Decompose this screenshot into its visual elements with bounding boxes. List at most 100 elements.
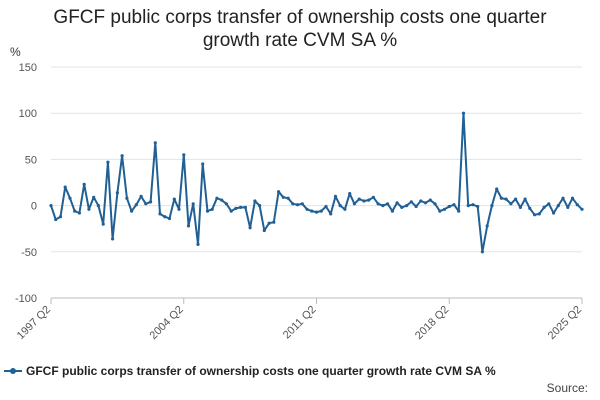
- data-point[interactable]: [523, 197, 527, 201]
- data-point[interactable]: [499, 196, 503, 200]
- data-point[interactable]: [352, 202, 356, 206]
- data-point[interactable]: [314, 210, 319, 214]
- data-point[interactable]: [414, 204, 418, 209]
- legend[interactable]: GFCF public corps transfer of ownership …: [4, 364, 496, 378]
- data-point[interactable]: [153, 141, 157, 145]
- data-point[interactable]: [220, 198, 224, 202]
- data-point[interactable]: [533, 213, 537, 217]
- data-point[interactable]: [210, 207, 214, 211]
- data-point[interactable]: [167, 216, 172, 221]
- data-point[interactable]: [158, 212, 162, 216]
- data-point[interactable]: [186, 224, 191, 228]
- data-point[interactable]: [49, 204, 53, 208]
- data-point[interactable]: [580, 207, 584, 211]
- data-point[interactable]: [343, 207, 347, 211]
- data-point[interactable]: [329, 212, 333, 216]
- data-point[interactable]: [357, 197, 361, 201]
- data-point[interactable]: [106, 160, 110, 164]
- data-point[interactable]: [262, 228, 266, 233]
- data-point[interactable]: [333, 194, 338, 198]
- data-point[interactable]: [561, 196, 565, 200]
- data-point[interactable]: [310, 209, 314, 213]
- data-point[interactable]: [295, 203, 300, 207]
- data-point[interactable]: [243, 205, 247, 209]
- data-point[interactable]: [542, 205, 546, 209]
- data-point[interactable]: [196, 242, 200, 246]
- data-point[interactable]: [58, 215, 63, 219]
- data-point[interactable]: [77, 211, 81, 215]
- data-point[interactable]: [528, 206, 532, 210]
- data-point[interactable]: [248, 226, 252, 230]
- data-point[interactable]: [272, 220, 276, 224]
- data-point[interactable]: [390, 209, 394, 213]
- data-point[interactable]: [405, 204, 409, 208]
- data-point[interactable]: [267, 221, 271, 225]
- data-point[interactable]: [92, 195, 96, 199]
- data-point[interactable]: [433, 202, 437, 206]
- data-point[interactable]: [115, 191, 119, 195]
- data-point[interactable]: [205, 209, 210, 213]
- data-point[interactable]: [485, 224, 489, 228]
- data-point[interactable]: [291, 202, 295, 206]
- data-point[interactable]: [362, 199, 366, 203]
- data-point[interactable]: [144, 202, 148, 206]
- data-point[interactable]: [442, 207, 447, 211]
- data-point[interactable]: [149, 200, 153, 204]
- data-point[interactable]: [552, 211, 556, 215]
- data-point[interactable]: [54, 217, 58, 222]
- data-point[interactable]: [423, 201, 428, 205]
- data-point[interactable]: [305, 207, 309, 211]
- data-point[interactable]: [182, 153, 186, 157]
- data-point[interactable]: [253, 199, 257, 203]
- data-point[interactable]: [300, 202, 304, 206]
- data-point[interactable]: [163, 215, 167, 219]
- data-point[interactable]: [111, 237, 115, 241]
- data-point[interactable]: [87, 207, 91, 211]
- data-point[interactable]: [215, 196, 219, 200]
- data-point[interactable]: [224, 202, 228, 206]
- data-point[interactable]: [63, 185, 67, 189]
- data-point[interactable]: [480, 250, 484, 254]
- data-point[interactable]: [514, 197, 518, 201]
- data-point[interactable]: [457, 209, 461, 213]
- data-point[interactable]: [82, 182, 86, 186]
- data-point[interactable]: [139, 194, 143, 198]
- data-point[interactable]: [400, 205, 404, 209]
- data-point[interactable]: [191, 202, 195, 206]
- data-point[interactable]: [504, 197, 508, 201]
- data-point[interactable]: [490, 204, 494, 208]
- data-point[interactable]: [386, 202, 390, 206]
- data-point[interactable]: [395, 201, 399, 205]
- data-point[interactable]: [234, 206, 238, 210]
- data-point[interactable]: [376, 202, 380, 206]
- data-point[interactable]: [428, 198, 432, 202]
- data-point[interactable]: [277, 190, 281, 194]
- data-point[interactable]: [466, 204, 470, 208]
- data-point[interactable]: [518, 205, 523, 209]
- data-point[interactable]: [324, 204, 328, 209]
- data-point[interactable]: [447, 204, 451, 209]
- data-point[interactable]: [177, 207, 181, 211]
- data-point[interactable]: [319, 209, 323, 213]
- data-point[interactable]: [229, 209, 233, 213]
- data-point[interactable]: [575, 203, 579, 207]
- data-point[interactable]: [130, 209, 134, 213]
- data-point[interactable]: [73, 209, 77, 213]
- data-point[interactable]: [239, 205, 243, 209]
- data-point[interactable]: [419, 199, 423, 203]
- data-point[interactable]: [201, 162, 205, 166]
- data-point[interactable]: [367, 198, 371, 202]
- data-point[interactable]: [547, 202, 551, 206]
- data-point[interactable]: [570, 196, 575, 200]
- data-point[interactable]: [461, 111, 466, 115]
- data-point[interactable]: [134, 203, 138, 207]
- data-point[interactable]: [258, 204, 262, 208]
- data-point[interactable]: [125, 196, 129, 200]
- data-point[interactable]: [381, 204, 385, 208]
- data-point[interactable]: [556, 204, 560, 208]
- data-point[interactable]: [537, 212, 541, 216]
- data-point[interactable]: [452, 203, 456, 207]
- data-point[interactable]: [471, 203, 475, 207]
- data-point[interactable]: [96, 204, 100, 208]
- data-point[interactable]: [495, 187, 499, 191]
